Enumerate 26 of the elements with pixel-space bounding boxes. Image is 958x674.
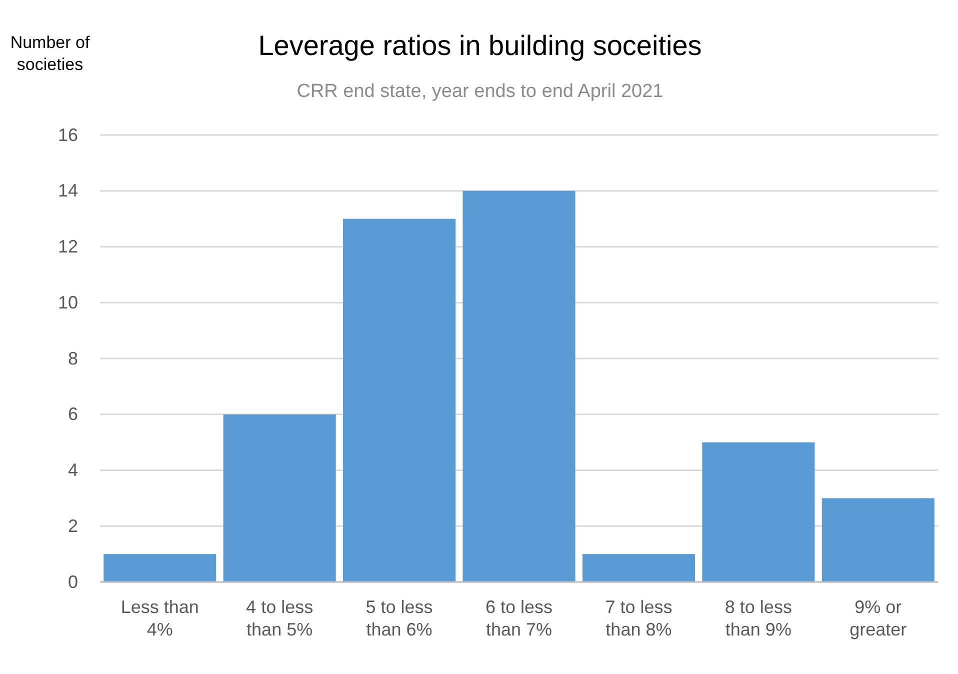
y-tick-label: 14 [58, 180, 78, 201]
x-tick-label: 8 to less than 9% [724, 596, 792, 640]
chart-subtitle: CRR end state, year ends to end April 2021 [296, 81, 664, 102]
y-tick-label: 6 [68, 404, 78, 424]
x-tick-label: 4 to less than 5% [246, 596, 314, 640]
x-tick-label: 6 to less than 7% [485, 596, 553, 640]
bar [822, 498, 934, 582]
bar [582, 554, 695, 582]
x-tick-label: 9% or greater [850, 596, 907, 640]
y-tick-label: 8 [68, 348, 78, 368]
bar [343, 218, 456, 582]
y-tick-label: 2 [68, 516, 78, 536]
bar [104, 554, 216, 582]
x-tick-label: 7 to less than 8% [605, 596, 672, 640]
y-tick-label: 16 [58, 124, 78, 145]
bar [223, 414, 336, 582]
y-tick-label: 4 [68, 460, 78, 480]
bar [462, 190, 576, 582]
bar [702, 442, 815, 582]
y-tick-label: 12 [58, 236, 78, 257]
y-tick-label: 10 [58, 292, 78, 312]
y-axis-title: Number of societies [10, 33, 90, 74]
x-tick-label: Less than 4% [120, 596, 199, 640]
y-tick-label: 0 [68, 572, 78, 592]
chart-title: Leverage ratios in building soceities [258, 30, 702, 61]
x-tick-label: 5 to less than 6% [366, 596, 433, 640]
